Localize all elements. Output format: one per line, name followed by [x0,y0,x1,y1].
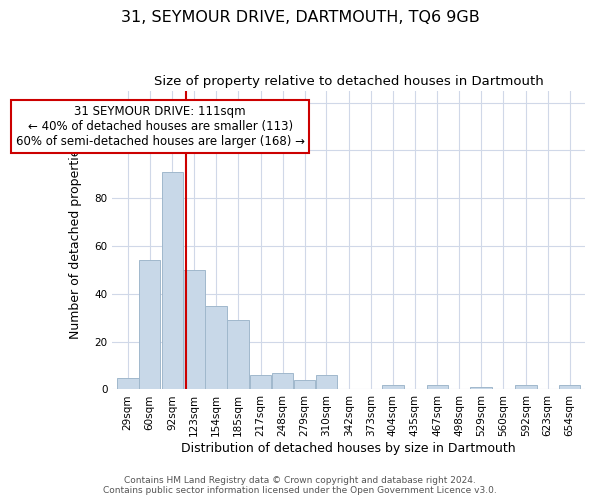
Text: 31, SEYMOUR DRIVE, DARTMOUTH, TQ6 9GB: 31, SEYMOUR DRIVE, DARTMOUTH, TQ6 9GB [121,10,479,25]
Bar [117,378,139,390]
Bar [272,372,293,390]
Bar [559,384,580,390]
Bar [427,384,448,390]
Text: Contains HM Land Registry data © Crown copyright and database right 2024.
Contai: Contains HM Land Registry data © Crown c… [103,476,497,495]
Title: Size of property relative to detached houses in Dartmouth: Size of property relative to detached ho… [154,75,544,88]
Bar [227,320,249,390]
Bar [382,384,404,390]
Bar [184,270,205,390]
Bar [316,375,337,390]
Y-axis label: Number of detached properties: Number of detached properties [69,142,82,338]
Text: 31 SEYMOUR DRIVE: 111sqm
← 40% of detached houses are smaller (113)
60% of semi-: 31 SEYMOUR DRIVE: 111sqm ← 40% of detach… [16,105,305,148]
Bar [139,260,160,390]
Bar [294,380,315,390]
Bar [205,306,227,390]
X-axis label: Distribution of detached houses by size in Dartmouth: Distribution of detached houses by size … [181,442,516,455]
Bar [515,384,536,390]
Bar [161,172,183,390]
Bar [470,387,492,390]
Bar [250,375,271,390]
